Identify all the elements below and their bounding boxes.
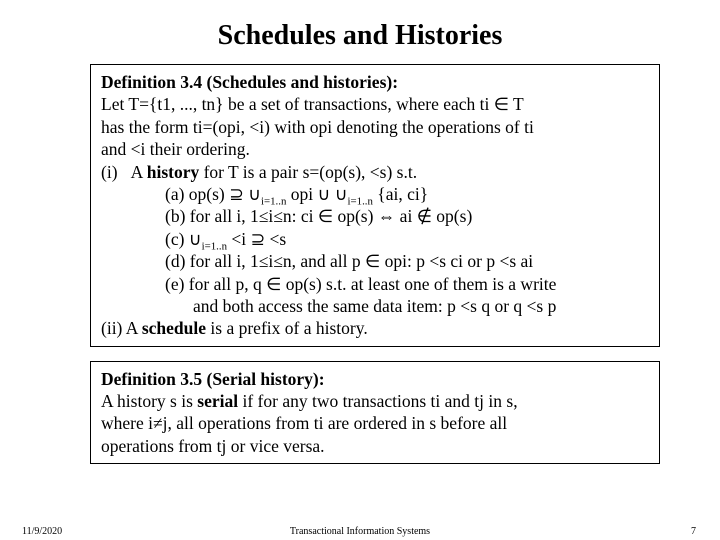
def34-c: (c) ∪i=1..n <i ⊇ <s bbox=[101, 228, 649, 250]
def35-line2: where i≠j, all operations from ti are or… bbox=[101, 412, 649, 434]
def34-e2: and both access the same data item: p <s… bbox=[101, 295, 649, 317]
footer-source: Transactional Information Systems bbox=[0, 526, 720, 537]
slide-title: Schedules and Histories bbox=[0, 0, 720, 64]
def34-c-post: <i ⊇ <s bbox=[227, 229, 286, 249]
def34-l4c: for T is a pair s=(op(s), <s) s.t. bbox=[199, 162, 417, 182]
def34-e1: (e) for all p, q ∈ op(s) s.t. at least o… bbox=[101, 273, 649, 295]
definition-box-3-5: Definition 3.5 (Serial history): A histo… bbox=[90, 361, 660, 465]
def35-l1a: A history s is bbox=[101, 391, 197, 411]
def34-line3: and <i their ordering. bbox=[101, 138, 649, 160]
def34-c-pre: (c) ∪ bbox=[165, 229, 202, 249]
def34-line2: has the form ti=(opi, <i) with opi denot… bbox=[101, 116, 649, 138]
def34-ii-b: is a prefix of a history. bbox=[206, 318, 368, 338]
def34-heading-text: Definition 3.4 (Schedules and histories)… bbox=[101, 72, 398, 92]
def34-l4b: A bbox=[131, 162, 147, 182]
def34-b: (b) for all i, 1≤i≤n: ci ∈ op(s) ⇔ ai ∉ … bbox=[101, 205, 649, 227]
slide-root: Schedules and Histories Definition 3.4 (… bbox=[0, 0, 720, 540]
def34-ii-a: (ii) A bbox=[101, 318, 142, 338]
def34-i-marker: (i) bbox=[101, 162, 118, 182]
def35-serial-term: serial bbox=[197, 391, 238, 411]
def35-line3: operations from tj or vice versa. bbox=[101, 435, 649, 457]
def34-line4: (i) A history for T is a pair s=(op(s), … bbox=[101, 161, 649, 183]
footer-page-number: 7 bbox=[691, 526, 696, 537]
def35-heading: Definition 3.5 (Serial history): bbox=[101, 368, 649, 390]
def35-line1: A history s is serial if for any two tra… bbox=[101, 390, 649, 412]
def34-a-mid: opi ∪ ∪ bbox=[286, 184, 347, 204]
definition-box-3-4: Definition 3.4 (Schedules and histories)… bbox=[90, 64, 660, 347]
def34-schedule-term: schedule bbox=[142, 318, 206, 338]
def34-ii: (ii) A schedule is a prefix of a history… bbox=[101, 317, 649, 339]
def34-a: (a) op(s) ⊇ ∪i=1..n opi ∪ ∪i=1..n {ai, c… bbox=[101, 183, 649, 205]
def34-heading: Definition 3.4 (Schedules and histories)… bbox=[101, 71, 649, 93]
def34-a-post: {ai, ci} bbox=[373, 184, 428, 204]
def35-l1b: if for any two transactions ti and tj in… bbox=[238, 391, 517, 411]
def34-line1: Let T={t1, ..., tn} be a set of transact… bbox=[101, 93, 649, 115]
def34-a-pre: (a) op(s) ⊇ ∪ bbox=[165, 184, 261, 204]
def34-history-term: history bbox=[147, 162, 200, 182]
def35-heading-text: Definition 3.5 (Serial history): bbox=[101, 369, 325, 389]
def34-d: (d) for all i, 1≤i≤n, and all p ∈ opi: p… bbox=[101, 250, 649, 272]
